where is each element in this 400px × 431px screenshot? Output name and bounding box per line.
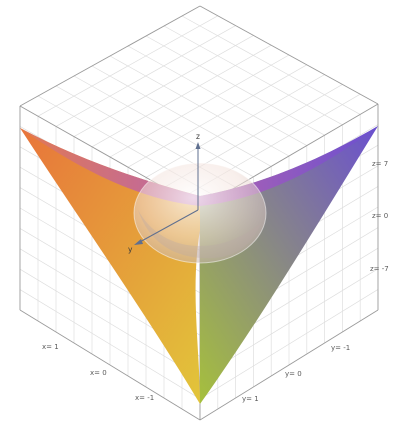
- frame-edge: [199, 309, 379, 421]
- y-axis-label: y: [128, 245, 133, 254]
- x-tick-label-1: x= 1: [42, 343, 59, 351]
- top-face-grid-line: [91, 65, 272, 167]
- right-wall-grid-line: [199, 289, 379, 400]
- origin-sphere: [133, 162, 267, 264]
- tick-labels: z= 7 z= 0 z= -7 x= 1 x= 0 x= -1 y= -1 y=…: [42, 160, 389, 403]
- x-tick-label-0: x= 0: [90, 369, 107, 377]
- top-face-grid-line: [145, 74, 325, 178]
- z-tick-label-0: z= 0: [372, 212, 388, 220]
- surface: [20, 126, 378, 404]
- frame-edge: [19, 309, 201, 421]
- x-tick-label-minus-1: x= -1: [135, 394, 154, 402]
- left-wall-grid-line: [19, 268, 201, 378]
- left-wall-grid-line: [19, 289, 201, 400]
- sphere-lower-shadow: [138, 210, 262, 259]
- top-face-grid-line: [109, 54, 290, 158]
- z-axis-label: z: [196, 132, 200, 141]
- z-axis-arrowhead: [195, 142, 201, 149]
- surface-top-fold: [20, 126, 378, 206]
- z-tick-label-7: z= 7: [372, 160, 388, 168]
- y-axis-line: [137, 209, 199, 244]
- y-tick-label-1: y= 1: [242, 395, 259, 403]
- y-tick-label-minus-1: y= -1: [331, 344, 350, 352]
- top-face-grid-line: [127, 64, 307, 168]
- z-tick-label-minus-7: z= -7: [370, 265, 389, 273]
- axis-arrows: z y: [128, 132, 201, 254]
- top-face-grid-line: [73, 75, 254, 178]
- y-tick-label-0: y= 0: [285, 370, 302, 378]
- y-axis-arrowhead: [134, 239, 143, 245]
- frame-edge: [19, 5, 201, 107]
- frame-edge: [199, 5, 379, 105]
